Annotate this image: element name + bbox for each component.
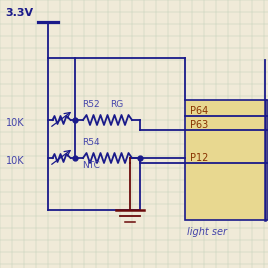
Text: NTC: NTC [82, 161, 100, 170]
Text: R54: R54 [82, 138, 100, 147]
Text: 3.3V: 3.3V [5, 8, 33, 18]
Text: 10K: 10K [6, 118, 25, 128]
Text: P64: P64 [190, 106, 208, 116]
Bar [185, 100, 268, 220]
Text: 10K: 10K [6, 156, 25, 166]
Text: P63: P63 [190, 120, 208, 130]
Text: P12: P12 [190, 153, 209, 163]
Text: R52: R52 [82, 100, 100, 109]
Text: light ser: light ser [187, 227, 227, 237]
Text: RG: RG [110, 100, 123, 109]
